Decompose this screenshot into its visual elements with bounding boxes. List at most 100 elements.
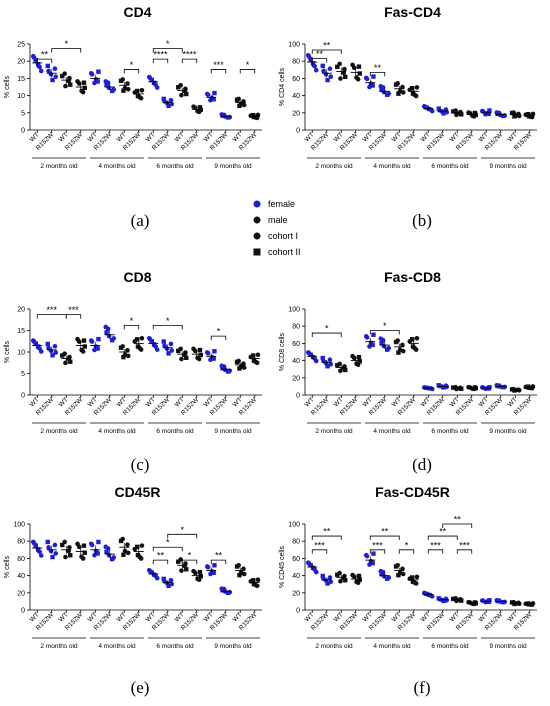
data-point	[104, 330, 109, 335]
data-point	[212, 563, 217, 568]
circle-icon	[250, 216, 264, 224]
data-point	[363, 552, 369, 558]
data-point	[255, 352, 261, 358]
data-point	[466, 599, 471, 605]
y-tick-label: 20	[292, 590, 300, 597]
y-tick-label: 20	[292, 110, 300, 117]
data-point	[371, 551, 376, 556]
data-point	[310, 565, 316, 571]
significance-bracket	[369, 549, 386, 554]
data-point	[363, 75, 369, 81]
y-tick-label: 10	[17, 93, 25, 100]
significance-label: ***	[314, 540, 325, 550]
data-point	[53, 74, 59, 79]
data-point	[509, 600, 515, 605]
data-point	[75, 336, 80, 342]
data-point	[95, 551, 100, 556]
group-label: 6 months old	[156, 163, 194, 170]
data-point	[176, 348, 181, 354]
data-point	[198, 574, 203, 579]
data-point	[53, 551, 59, 556]
data-point	[357, 71, 362, 76]
panel-label-e: (e)	[130, 678, 150, 697]
data-point	[198, 352, 203, 358]
data-point	[327, 66, 333, 71]
significance-bracket	[311, 49, 342, 55]
significance-label: **	[215, 551, 223, 561]
data-point	[227, 589, 233, 595]
data-point	[50, 554, 55, 560]
data-point	[139, 335, 145, 341]
chart-title: Fas-CD4	[384, 4, 441, 20]
data-point	[35, 547, 41, 552]
data-point	[393, 564, 399, 569]
data-point	[479, 598, 485, 603]
data-point	[237, 103, 242, 108]
data-point	[79, 88, 84, 94]
data-point	[472, 600, 478, 605]
data-point	[179, 568, 184, 573]
data-point	[211, 570, 216, 576]
data-point	[308, 57, 313, 62]
data-point	[204, 350, 210, 355]
data-point	[178, 557, 183, 562]
y-tick-label: 40	[17, 573, 25, 580]
y-tick-label: 20	[17, 59, 25, 66]
data-point	[354, 579, 359, 585]
data-point	[33, 58, 38, 63]
significance-label: ****	[153, 50, 168, 60]
data-point	[197, 105, 203, 110]
significance-bracket	[123, 69, 140, 74]
data-point	[453, 384, 458, 390]
data-point	[325, 364, 330, 369]
data-point	[310, 61, 316, 66]
data-point	[147, 336, 153, 342]
data-point	[357, 577, 362, 582]
data-point	[111, 555, 117, 560]
data-point	[354, 361, 359, 366]
significance-bracket	[152, 546, 183, 552]
data-point	[422, 385, 428, 390]
panel-label-f: (f)	[413, 678, 431, 697]
data-point	[443, 596, 449, 602]
data-point	[356, 354, 362, 360]
significance-bracket	[369, 535, 400, 541]
data-point	[154, 85, 160, 90]
y-axis-label: % cells	[4, 75, 11, 98]
data-point	[487, 108, 492, 113]
data-point	[63, 554, 68, 560]
data-point	[109, 556, 115, 562]
data-point	[251, 358, 257, 363]
y-tick-label: 15	[17, 76, 25, 83]
data-point	[45, 63, 50, 69]
data-point	[111, 87, 117, 92]
y-tick-label: 100	[288, 307, 300, 314]
legend-item-male: male	[250, 212, 330, 228]
data-point	[109, 338, 115, 343]
data-point	[453, 108, 458, 113]
data-point	[227, 114, 233, 120]
data-point	[62, 539, 67, 545]
data-point	[512, 601, 517, 607]
data-point	[81, 338, 87, 343]
y-tick-label: 80	[17, 539, 25, 546]
legend-label: male	[268, 215, 288, 225]
data-point	[436, 383, 441, 388]
y-tick-label: 0	[296, 608, 300, 615]
data-point	[250, 578, 256, 583]
panel-label-a: (a)	[130, 211, 150, 230]
significance-label: *	[180, 525, 184, 535]
data-point	[502, 384, 508, 390]
group-label: 6 months old	[156, 428, 194, 435]
data-point	[82, 85, 87, 91]
data-point	[134, 544, 140, 550]
data-point	[335, 363, 340, 368]
significance-bracket	[311, 332, 342, 338]
significance-bracket	[152, 58, 169, 64]
data-point	[350, 353, 355, 359]
data-point	[310, 354, 316, 360]
significance-label: **	[316, 49, 324, 59]
significance-bracket	[181, 58, 198, 64]
chart-title: CD45R	[115, 484, 161, 500]
